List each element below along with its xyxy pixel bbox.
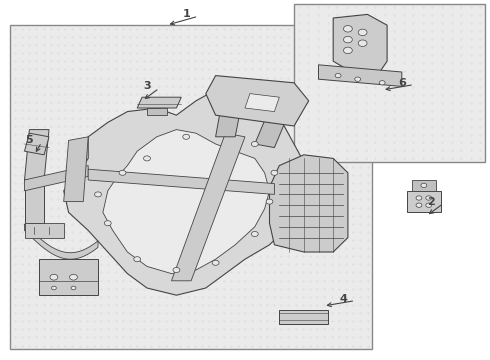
Polygon shape	[24, 180, 44, 223]
Polygon shape	[24, 133, 49, 155]
Polygon shape	[88, 169, 274, 194]
Circle shape	[421, 183, 427, 188]
Text: 2: 2	[427, 197, 435, 207]
Polygon shape	[245, 94, 279, 112]
Polygon shape	[216, 83, 245, 137]
Circle shape	[251, 141, 258, 147]
Circle shape	[212, 260, 219, 265]
Circle shape	[416, 196, 422, 200]
Circle shape	[134, 257, 141, 262]
Circle shape	[416, 203, 422, 207]
Polygon shape	[294, 4, 485, 162]
Polygon shape	[147, 108, 167, 115]
Circle shape	[343, 36, 352, 43]
Circle shape	[50, 274, 58, 280]
Circle shape	[379, 81, 385, 85]
Circle shape	[426, 196, 432, 200]
Text: 5: 5	[25, 135, 33, 145]
Circle shape	[355, 77, 361, 81]
Polygon shape	[24, 223, 64, 238]
Circle shape	[104, 221, 111, 226]
Polygon shape	[279, 310, 328, 324]
Polygon shape	[255, 97, 294, 148]
Polygon shape	[64, 90, 309, 295]
Text: 3: 3	[143, 81, 151, 91]
Circle shape	[271, 170, 278, 175]
Polygon shape	[172, 133, 245, 281]
Circle shape	[119, 170, 126, 175]
Circle shape	[343, 47, 352, 54]
Polygon shape	[24, 130, 49, 180]
Circle shape	[173, 267, 180, 273]
Circle shape	[426, 203, 432, 207]
Circle shape	[183, 134, 190, 139]
Polygon shape	[412, 180, 436, 191]
Polygon shape	[39, 259, 98, 295]
Circle shape	[335, 73, 341, 78]
Circle shape	[343, 26, 352, 32]
Text: 4: 4	[339, 294, 347, 304]
Polygon shape	[10, 25, 372, 349]
Polygon shape	[103, 130, 270, 274]
Circle shape	[358, 29, 367, 36]
Polygon shape	[270, 155, 348, 252]
Circle shape	[71, 286, 76, 290]
Polygon shape	[407, 191, 441, 212]
Circle shape	[144, 156, 150, 161]
Polygon shape	[333, 14, 387, 76]
Polygon shape	[137, 97, 181, 108]
Polygon shape	[64, 137, 88, 202]
Polygon shape	[206, 76, 309, 126]
Circle shape	[266, 199, 273, 204]
Polygon shape	[318, 65, 402, 86]
Text: 6: 6	[398, 78, 406, 88]
Circle shape	[70, 274, 77, 280]
Text: 1: 1	[182, 9, 190, 19]
Circle shape	[51, 286, 56, 290]
Polygon shape	[24, 166, 88, 191]
Circle shape	[95, 192, 101, 197]
Polygon shape	[24, 224, 98, 259]
Circle shape	[358, 40, 367, 46]
Circle shape	[251, 231, 258, 237]
